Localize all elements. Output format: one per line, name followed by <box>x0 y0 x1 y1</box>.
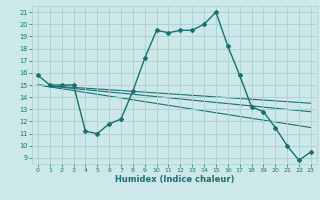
X-axis label: Humidex (Indice chaleur): Humidex (Indice chaleur) <box>115 175 234 184</box>
